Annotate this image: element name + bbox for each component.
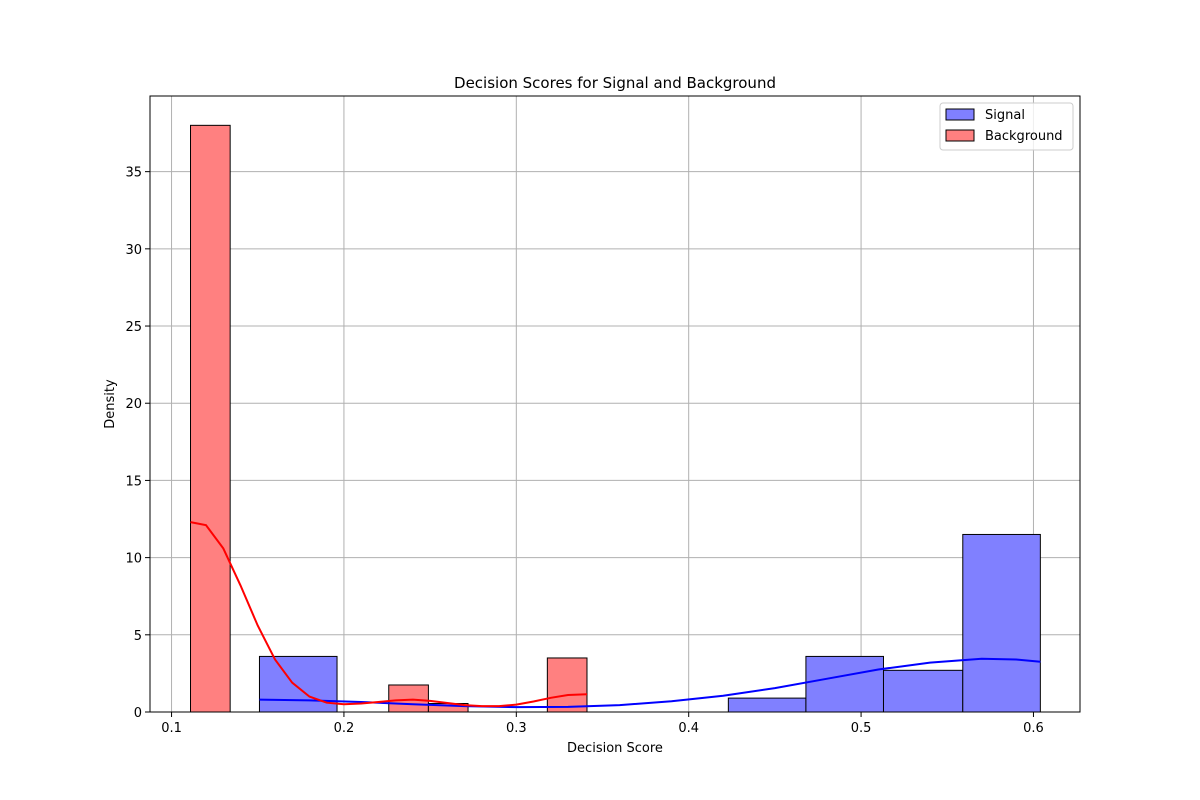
plot-frame: [149, 95, 1081, 713]
bar-background: [546, 657, 588, 713]
x-tick-label: 0.1: [161, 721, 182, 736]
y-axis-ticks: 0 5 10 15 20 25 30 35: [125, 166, 150, 721]
x-tick-label: 0.4: [678, 721, 699, 736]
x-tick-label: 0.2: [334, 721, 355, 736]
x-tick-label: 0.3: [506, 721, 527, 736]
x-axis-label: Decision Score: [567, 741, 663, 756]
legend: Signal Background: [939, 102, 1074, 151]
kde-line-signal: [259, 657, 1041, 709]
y-axis-label: Density: [103, 379, 118, 429]
y-tick-label: 5: [134, 629, 142, 644]
bar-background: [388, 684, 429, 713]
legend-label-background: Background: [985, 129, 1063, 144]
y-tick-label: 35: [125, 166, 142, 181]
y-tick-label: 10: [125, 552, 142, 567]
x-tick-label: 0.5: [851, 721, 872, 736]
y-tick-label: 30: [125, 243, 142, 258]
y-tick-label: 15: [125, 474, 142, 489]
legend-swatch-background: [945, 129, 975, 142]
kde-curves: [190, 521, 1041, 709]
x-axis-ticks: 0.1 0.2 0.3 0.4 0.5 0.6: [161, 712, 1044, 736]
y-tick-label: 25: [125, 320, 142, 335]
histogram-bars: [190, 124, 1041, 713]
bar-signal: [727, 697, 807, 713]
bar-signal: [805, 655, 884, 713]
y-tick-label: 20: [125, 397, 142, 412]
bar-signal: [882, 669, 964, 713]
y-tick-label: 0: [134, 706, 142, 721]
bar-signal: [258, 655, 338, 713]
kde-line-background: [190, 521, 588, 708]
legend-label-signal: Signal: [985, 108, 1025, 123]
grid: [150, 96, 1080, 713]
x-tick-label: 0.6: [1023, 721, 1044, 736]
legend-swatch-signal: [945, 108, 975, 121]
bar-background: [190, 124, 231, 713]
bar-signal: [962, 533, 1041, 713]
chart-title: Decision Scores for Signal and Backgroun…: [454, 74, 776, 92]
